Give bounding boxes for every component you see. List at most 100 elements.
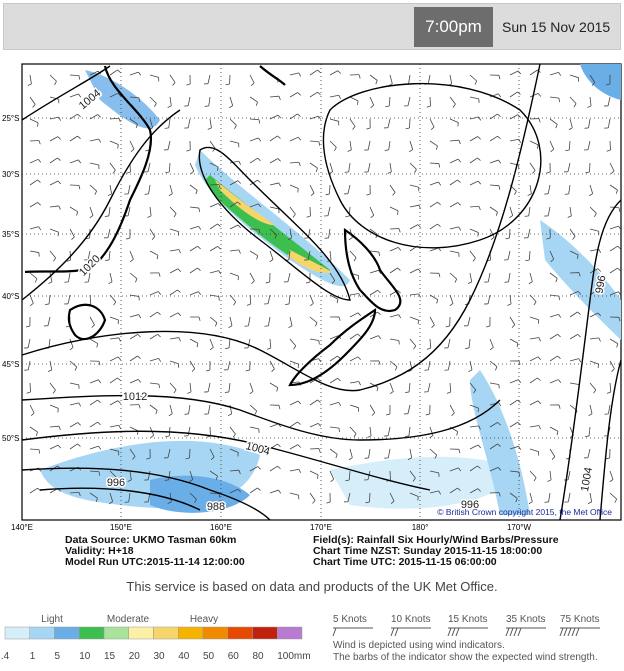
- wind-barb: [389, 314, 399, 318]
- wind-barb-tick: [118, 425, 121, 429]
- wind-barb-tick: [277, 158, 281, 162]
- wind-barb-tick: [494, 366, 498, 371]
- wind-label: 75 Knots: [560, 614, 599, 625]
- wind-barb: [289, 92, 298, 98]
- wind-barb-tick: [558, 296, 560, 301]
- wind-barb: [207, 382, 211, 392]
- wind-barb: [529, 448, 539, 453]
- date: Sun 15 Nov 2015: [502, 19, 611, 35]
- legend: Light Moderate Heavy.4 1 5 10 15 20 30 40 50 60 80 10…: [1, 614, 600, 663]
- wind-barb-tick: [514, 191, 517, 196]
- color-swatch: [178, 626, 204, 640]
- wind-barb: [389, 184, 396, 193]
- wind-barb: [269, 489, 279, 494]
- wind-barb-tick: [578, 358, 582, 363]
- wind-barb: [549, 333, 558, 340]
- wind-barb: [29, 426, 38, 433]
- wind-barb-tick: [25, 325, 31, 328]
- wind-barb-tick: [306, 215, 311, 218]
- wind-barb-tick: [167, 501, 172, 504]
- wind-barb: [389, 382, 394, 392]
- wind-barb-tick: [194, 499, 197, 504]
- wind-barb-tick: [598, 249, 601, 253]
- wind-barb: [468, 338, 471, 348]
- lat-label: 50°S: [2, 434, 19, 443]
- wind-barb: [609, 184, 618, 191]
- wind-barb-tick: [315, 167, 318, 172]
- wind-barb-tick: [465, 347, 470, 350]
- wind-barb-tick: [278, 489, 282, 494]
- wind-barb-tick: [527, 193, 532, 196]
- wind-barb-tick: [357, 333, 361, 337]
- wind-barb-tick: [557, 355, 561, 359]
- scale-label: 20: [129, 651, 141, 662]
- color-swatch: [227, 626, 253, 640]
- wind-barb: [247, 338, 251, 348]
- wind-barb: [369, 289, 378, 296]
- wind-barb-tick: [158, 384, 160, 389]
- wind-barb: [49, 205, 59, 208]
- wind-barb-tick: [485, 325, 491, 328]
- wind-barb-tick: [610, 170, 615, 175]
- wind-barb-tick: [509, 215, 513, 219]
- wind-barb: [307, 250, 311, 260]
- wind-barb: [49, 444, 59, 450]
- wind-barb: [209, 246, 218, 252]
- wind-barb-tick: [117, 400, 121, 404]
- wind-barb: [168, 118, 171, 128]
- wind-barb: [509, 138, 519, 142]
- wind-barb-tick: [317, 378, 321, 382]
- wind-barb-tick: [114, 477, 117, 482]
- wind-barb: [309, 69, 318, 76]
- intensity-label: Light: [41, 614, 63, 625]
- wind-barb: [249, 203, 259, 208]
- wind-barb-tick: [218, 270, 222, 275]
- color-swatch: [103, 626, 129, 640]
- wind-barb: [289, 360, 299, 365]
- wind-barb-tick: [377, 311, 381, 315]
- map: 25°S 30°S 35°S 40°S 45°S 50°S 140°E 150°E 160°E 1…: [2, 63, 622, 532]
- lon-label: 170°E: [310, 523, 332, 532]
- wind-barb-tick: [348, 457, 353, 461]
- wind-barb-tick: [394, 366, 398, 371]
- wind-barb: [67, 294, 71, 304]
- wind-barb-tick: [277, 135, 281, 139]
- wind-barb: [89, 206, 94, 216]
- wind-barb: [349, 96, 359, 102]
- wind-barb: [208, 96, 211, 106]
- wind-barb-tick: [325, 193, 330, 196]
- wind-barb-tick: [345, 215, 350, 218]
- wind-barb: [547, 206, 551, 216]
- wind-barb: [249, 446, 259, 450]
- wind-barb-tick: [78, 402, 82, 407]
- lon-label: 140°E: [11, 523, 33, 532]
- wind-barb: [449, 202, 458, 208]
- wind-barb: [229, 96, 234, 106]
- wind-barb: [329, 272, 336, 281]
- wind-barb: [587, 140, 591, 150]
- wind-barb-tick: [237, 201, 241, 205]
- wind-barb-tick: [537, 400, 541, 404]
- wind-barb-tick: [257, 466, 261, 470]
- wind-barb: [568, 140, 571, 151]
- wind-barb-tick: [293, 345, 297, 350]
- wind-barb: [29, 202, 38, 208]
- wind-barb: [269, 158, 279, 164]
- wind-barb: [387, 426, 391, 436]
- wind-barb: [249, 382, 254, 392]
- wind-barb-tick: [186, 83, 191, 86]
- wind-barb-tick: [376, 387, 379, 392]
- wind-barb: [127, 184, 131, 194]
- wind-barb-tick: [438, 163, 441, 168]
- wind-barb: [429, 223, 438, 230]
- wind-barb: [549, 313, 559, 318]
- wind-barb: [129, 272, 138, 279]
- wind-barb-tick: [298, 469, 301, 473]
- wind-barb-tick: [98, 361, 101, 366]
- wind-barb-tick: [528, 501, 533, 505]
- wind-barb: [489, 422, 498, 428]
- wind-barb-tick: [438, 273, 441, 278]
- isobar-label: 1004: [579, 466, 595, 492]
- wind-barb-tick: [605, 83, 611, 86]
- wind-barb: [389, 206, 399, 212]
